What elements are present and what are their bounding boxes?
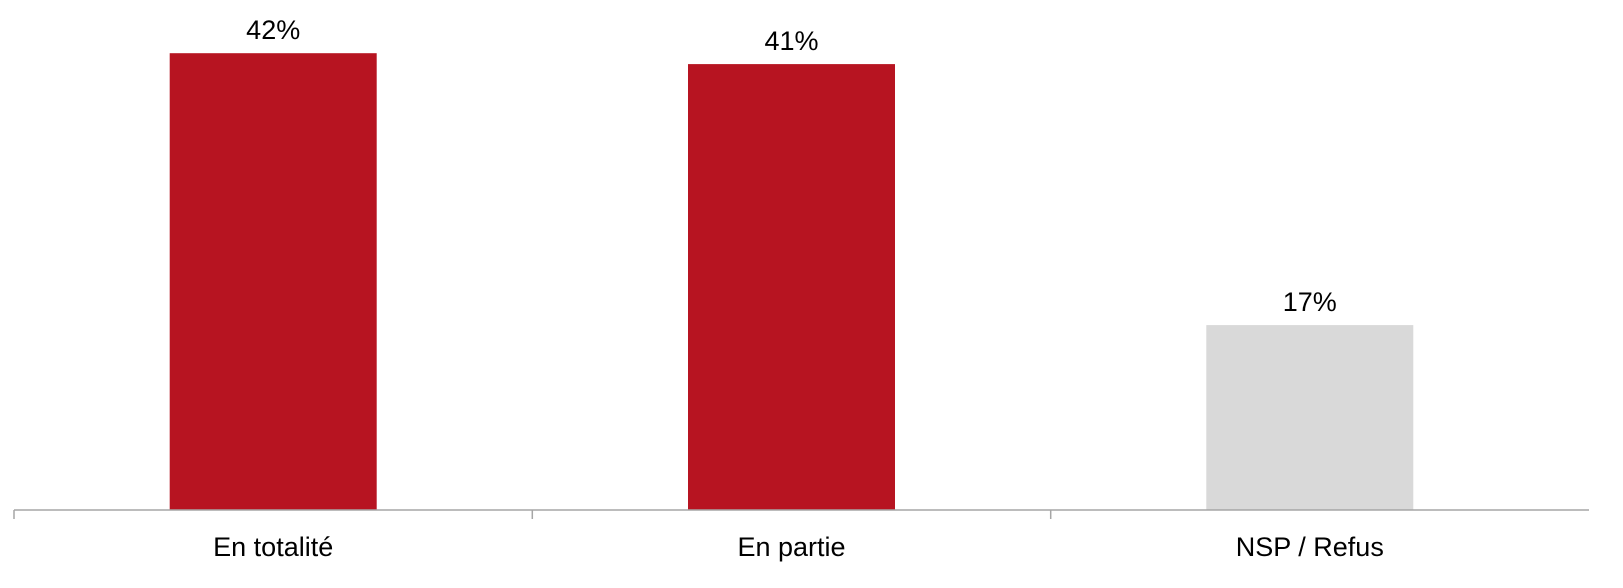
data-label-2: 41% xyxy=(764,26,818,56)
data-label-3: 17% xyxy=(1283,287,1337,317)
bar-3 xyxy=(1206,325,1414,510)
data-label-1: 42% xyxy=(246,15,300,45)
bars-layer xyxy=(169,53,1414,510)
x-axis: En totalité En partie NSP / Refus xyxy=(13,509,1589,562)
bar-1 xyxy=(169,53,377,510)
x-tick-label-2: En partie xyxy=(737,532,845,562)
bar-2 xyxy=(688,64,895,510)
x-tick-label-3: NSP / Refus xyxy=(1236,532,1384,562)
data-labels-layer: 42% 41% 17% xyxy=(246,15,1337,317)
x-tick-label-1: En totalité xyxy=(213,532,333,562)
